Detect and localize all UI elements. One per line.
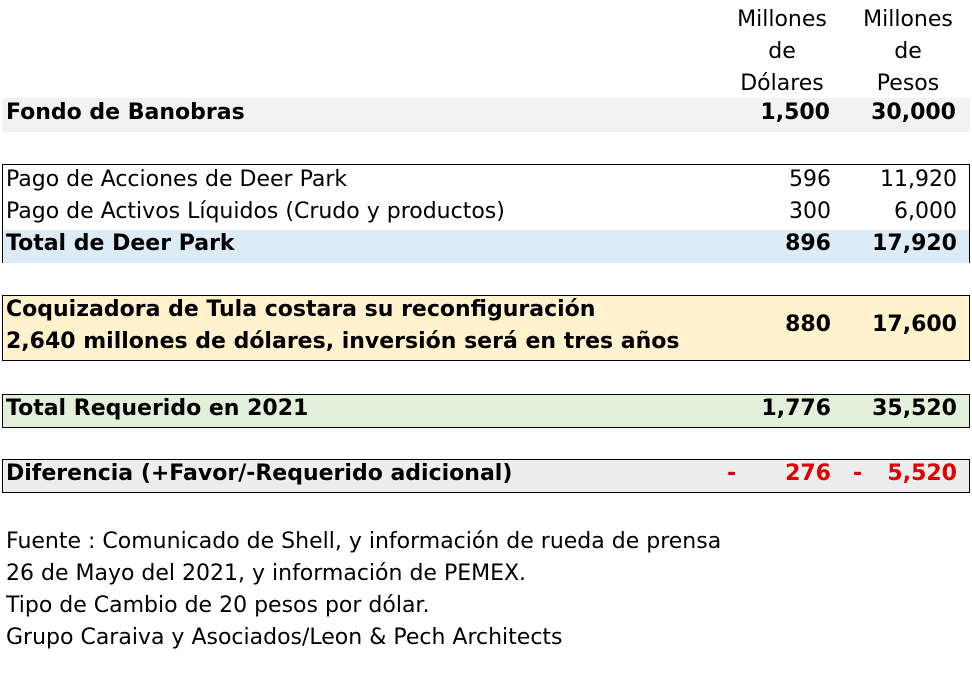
note-line: Grupo Caraiva y Asociados/Leon & Pech Ar… <box>6 625 563 650</box>
deer-park-total-dolares: 896 <box>785 231 831 256</box>
deer-park-row-dolares: 596 <box>789 167 831 192</box>
deer-park-total-pesos: 17,920 <box>872 231 957 256</box>
header-dolares-line1: Millones <box>737 7 827 32</box>
tula-dolares: 880 <box>785 312 831 337</box>
deer-park-row-label: Pago de Activos Líquidos (Crudo y produc… <box>6 199 505 224</box>
deer-park-total-label: Total de Deer Park <box>6 231 235 256</box>
diferencia-pesos: 5,520 <box>887 461 957 486</box>
header-dolares-line2: de <box>768 39 796 64</box>
deer-park-total-row: Total de Deer Park 896 17,920 <box>3 230 969 263</box>
total-requerido-row: Total Requerido en 2021 1,776 35,520 <box>2 394 970 428</box>
fondo-pesos: 30,000 <box>871 100 956 125</box>
deer-park-row-acciones: Pago de Acciones de Deer Park 596 11,920 <box>3 167 969 197</box>
note-line: Tipo de Cambio de 20 pesos por dólar. <box>6 593 430 618</box>
deer-park-block: Pago de Acciones de Deer Park 596 11,920… <box>2 164 970 263</box>
fondo-row: Fondo de Banobras 1,500 30,000 <box>2 98 970 132</box>
fondo-dolares: 1,500 <box>760 100 830 125</box>
tula-line1: Coquizadora de Tula costara su reconfigu… <box>6 297 596 322</box>
header-pesos-line3: Pesos <box>876 71 940 96</box>
header-dolares: Millones de Dólares <box>730 4 834 100</box>
deer-park-row-pesos: 6,000 <box>894 199 957 224</box>
deer-park-row-pesos: 11,920 <box>880 167 957 192</box>
deer-park-row-dolares: 300 <box>789 199 831 224</box>
header-pesos: Millones de Pesos <box>856 4 960 100</box>
total-requerido-dolares: 1,776 <box>761 396 831 421</box>
tula-row: Coquizadora de Tula costara su reconfigu… <box>2 295 970 361</box>
header-pesos-line1: Millones <box>863 7 953 32</box>
total-requerido-pesos: 35,520 <box>872 396 957 421</box>
deer-park-row-label: Pago de Acciones de Deer Park <box>6 167 348 192</box>
deer-park-row-activos: Pago de Activos Líquidos (Crudo y produc… <box>3 199 969 229</box>
header-pesos-line2: de <box>894 39 922 64</box>
diferencia-dolares-sign: - <box>727 461 737 486</box>
tula-line2: 2,640 millones de dólares, inversión ser… <box>6 329 680 354</box>
diferencia-pesos-sign: - <box>853 461 863 486</box>
header-dolares-line3: Dólares <box>740 71 824 96</box>
fondo-label: Fondo de Banobras <box>6 100 245 125</box>
tula-pesos: 17,600 <box>872 312 957 337</box>
total-requerido-label: Total Requerido en 2021 <box>6 396 309 421</box>
diferencia-dolares: 276 <box>785 461 831 486</box>
diferencia-row: Diferencia (+Favor/-Requerido adicional)… <box>2 459 970 493</box>
source-notes: Fuente : Comunicado de Shell, y informac… <box>6 526 721 654</box>
note-line: Fuente : Comunicado de Shell, y informac… <box>6 529 722 554</box>
note-line: 26 de Mayo del 2021, y información de PE… <box>6 561 527 586</box>
diferencia-label: Diferencia (+Favor/-Requerido adicional) <box>6 461 513 486</box>
